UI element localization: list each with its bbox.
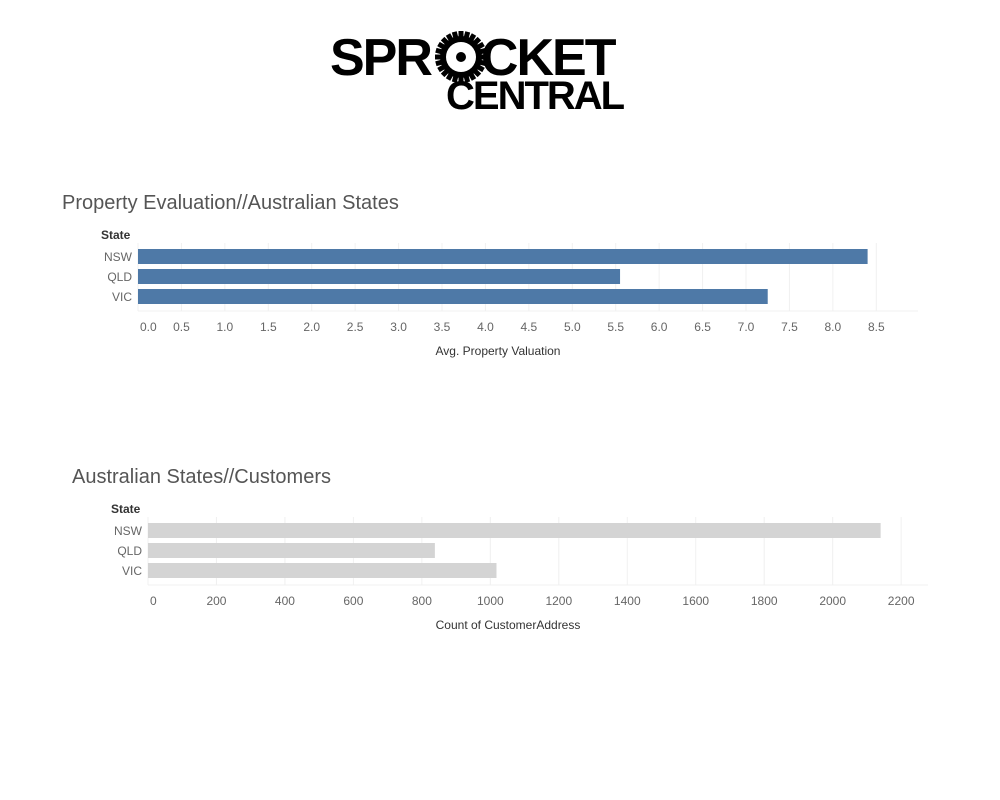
category-label: NSW [104, 250, 133, 264]
gear-tooth [458, 75, 464, 83]
tick-label: 5.5 [607, 320, 624, 334]
tick-label: 2200 [888, 594, 915, 608]
x-axis-title: Avg. Property Valuation [436, 344, 561, 358]
tick-label: 1600 [682, 594, 709, 608]
sprocket-central-logo: SPR CKET CENTRAL [330, 28, 630, 118]
tick-label: 5.0 [564, 320, 581, 334]
tick-label: 1.5 [260, 320, 277, 334]
tick-label: 2.0 [303, 320, 320, 334]
gear-tooth [458, 31, 464, 39]
tick-label: 1800 [751, 594, 778, 608]
tick-label: 6.0 [651, 320, 668, 334]
bar-qld[interactable] [138, 269, 621, 284]
tick-label: 7.0 [738, 320, 755, 334]
tick-label: 1000 [477, 594, 504, 608]
chart1-title: Property Evaluation//Australian States [62, 192, 399, 214]
tick-label: 8.0 [825, 320, 842, 334]
tick-label: 1200 [545, 594, 572, 608]
category-label: VIC [112, 290, 132, 304]
tick-label: 8.5 [868, 320, 885, 334]
tick-label: 400 [275, 594, 295, 608]
bar-vic[interactable] [148, 563, 497, 578]
tick-label: 200 [206, 594, 226, 608]
tick-label: 1.0 [217, 320, 234, 334]
tick-label: 0.0 [140, 320, 157, 334]
tick-label: 800 [412, 594, 432, 608]
category-label: QLD [107, 270, 132, 284]
logo-line1: SPR CKET [330, 29, 616, 87]
tick-label: 2000 [819, 594, 846, 608]
bar-nsw[interactable] [138, 249, 868, 264]
tick-label: 2.5 [347, 320, 364, 334]
bar-qld[interactable] [148, 543, 435, 558]
tick-label: 4.5 [521, 320, 538, 334]
tick-label: 0 [150, 594, 157, 608]
tick-label: 4.0 [477, 320, 494, 334]
bar-vic[interactable] [138, 289, 768, 304]
sprocket-gear-icon [435, 31, 487, 83]
x-axis-title: Count of CustomerAddress [436, 618, 581, 632]
tick-label: 3.5 [434, 320, 451, 334]
tick-label: 7.5 [781, 320, 798, 334]
tick-label: 6.5 [694, 320, 711, 334]
tick-label: 600 [343, 594, 363, 608]
tick-label: 3.0 [390, 320, 407, 334]
category-label: VIC [122, 564, 142, 578]
logo-line2: CENTRAL [446, 74, 625, 118]
dimension-label: State [101, 228, 131, 242]
chart2-title: Australian States//Customers [72, 466, 331, 488]
bar-nsw[interactable] [148, 523, 881, 538]
customers-chart: State NSW QLD VIC 0 200 400 600 800 1000 1200 1400 1… [111, 502, 928, 632]
tick-label: 0.5 [173, 320, 190, 334]
category-label: QLD [117, 544, 142, 558]
property-valuation-chart: State NSW QLD VIC 0.0 0.5 1.0 1.5 2.0 2.5 3.0 3.5 4.… [101, 228, 918, 358]
dimension-label: State [111, 502, 141, 516]
tick-label: 1400 [614, 594, 641, 608]
category-label: NSW [114, 524, 143, 538]
